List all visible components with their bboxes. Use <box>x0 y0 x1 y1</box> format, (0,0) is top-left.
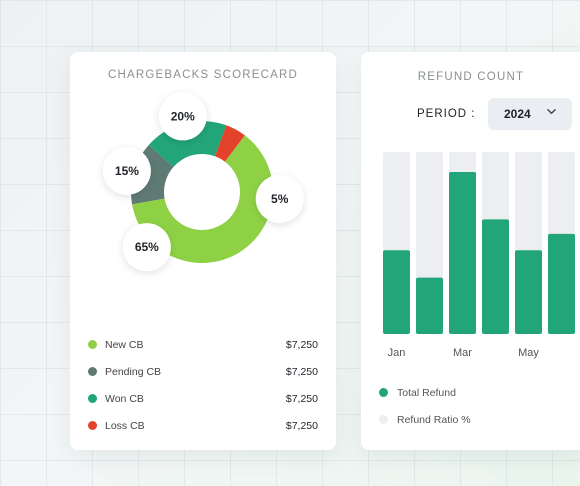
legend-item-total-refund: Total Refund <box>379 379 471 406</box>
slice-new-cb <box>132 135 274 263</box>
legend-label: Refund Ratio % <box>397 413 471 426</box>
percent-label: 5% <box>271 192 289 206</box>
legend-item-new-cb: New CB $7,250 <box>88 331 318 358</box>
refund-legend: Total Refund Refund Ratio % <box>379 379 471 433</box>
percent-badge: 20% <box>158 92 207 141</box>
bar-jun <box>548 233 575 334</box>
chargebacks-donut-chart: 15% 20% 5% 65% <box>102 92 304 272</box>
bar-mar <box>449 172 476 334</box>
x-tick-label: Jan <box>388 347 406 359</box>
bar-may <box>515 250 542 334</box>
chargebacks-scorecard-card: CHARGEBACKS SCORECARD 15% 20% 5% 65% New CB… <box>70 52 336 450</box>
legend-label: Loss CB <box>105 419 145 432</box>
badge-circle <box>255 174 304 223</box>
bar-jan <box>383 250 410 334</box>
legend-value: $7,250 <box>285 419 318 432</box>
refund-bar-chart: Jan Mar May <box>383 152 575 359</box>
pending-cb-dot <box>88 367 97 376</box>
legend-label: Won CB <box>105 392 144 405</box>
percent-label: 15% <box>115 164 139 178</box>
percent-badge: 5% <box>255 174 304 223</box>
badge-circle <box>158 92 207 141</box>
slice-loss-cb <box>214 125 245 162</box>
legend-value: $7,250 <box>285 338 318 351</box>
loss-cb-dot <box>88 421 97 430</box>
refund-count-card: REFUND COUNT PERIOD : 2024 Jan Mar May Tot… <box>361 52 580 450</box>
legend-label: Pending CB <box>105 365 162 378</box>
chevron-down-icon <box>547 109 556 114</box>
total-refund-dot <box>379 388 388 397</box>
scorecard-title: CHARGEBACKS SCORECARD <box>107 69 299 81</box>
refund-ratio-dot <box>379 415 388 424</box>
percent-label: 65% <box>135 240 159 254</box>
badge-circle <box>122 223 171 272</box>
legend-item-loss-cb: Loss CB $7,250 <box>88 412 318 439</box>
percent-label: 20% <box>171 109 195 123</box>
bar-feb <box>416 277 443 334</box>
badge-circle <box>102 146 151 195</box>
period-label: PERIOD : <box>417 108 476 120</box>
legend-item-won-cb: Won CB $7,250 <box>88 385 318 412</box>
legend-item-pending-cb: Pending CB $7,250 <box>88 358 318 385</box>
period-select[interactable]: 2024 <box>488 98 572 130</box>
percent-badge: 15% <box>102 146 151 195</box>
x-tick-label: Mar <box>453 347 472 359</box>
percent-badge: 65% <box>122 223 171 272</box>
bar-apr <box>482 219 509 334</box>
legend-value: $7,250 <box>285 392 318 405</box>
period-value: 2024 <box>504 107 531 121</box>
new-cb-dot <box>88 340 97 349</box>
scorecard-legend: New CB $7,250 Pending CB $7,250 Won CB $… <box>88 331 318 439</box>
legend-label: New CB <box>105 338 144 351</box>
refund-title: REFUND COUNT <box>417 71 525 83</box>
legend-label: Total Refund <box>397 386 456 399</box>
legend-item-refund-ratio: Refund Ratio % <box>379 406 471 433</box>
legend-value: $7,250 <box>285 365 318 378</box>
x-tick-label: May <box>518 347 539 359</box>
won-cb-dot <box>88 394 97 403</box>
